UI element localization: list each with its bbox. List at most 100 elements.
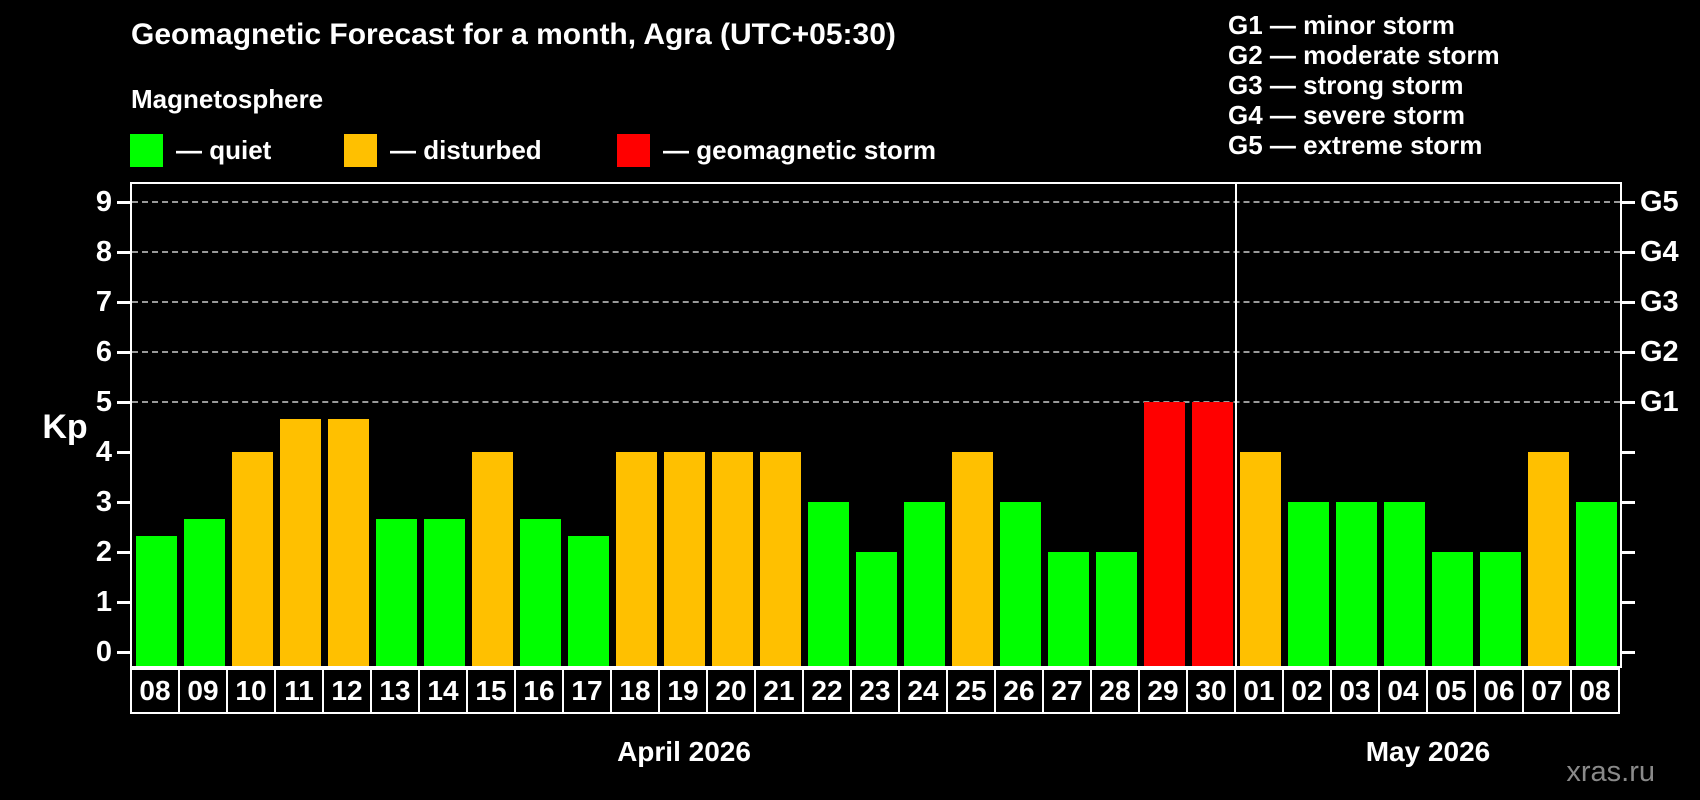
date-cell-24: 24	[898, 668, 948, 714]
kp-bar-29	[1143, 402, 1185, 666]
y-tick-right-8	[1622, 251, 1635, 254]
kp-bar-19	[663, 452, 705, 666]
y-tick-right-3	[1622, 501, 1635, 504]
kp-bar-05	[1431, 552, 1473, 666]
g-legend-g3: G3 — strong storm	[1228, 70, 1464, 100]
y-tick-label-6: 6	[95, 336, 112, 368]
y-tick-left-6	[117, 351, 130, 354]
date-cell-06: 06	[1474, 668, 1524, 714]
kp-bar-17	[567, 535, 609, 666]
y-tick-right-2	[1622, 551, 1635, 554]
kp-bar-20	[711, 452, 753, 666]
y-tick-right-0	[1622, 651, 1635, 654]
y-tick-right-9	[1622, 201, 1635, 204]
right-scale-label-g4: G4	[1640, 236, 1679, 268]
kp-bar-08	[135, 535, 177, 666]
y-tick-left-0	[117, 651, 130, 654]
kp-bar-21	[759, 452, 801, 666]
kp-bar-02	[1287, 502, 1329, 666]
kp-bar-09	[183, 518, 225, 666]
kp-bar-27	[1047, 552, 1089, 666]
kp-bar-26	[999, 502, 1041, 666]
kp-bar-08	[1575, 502, 1617, 666]
y-tick-right-7	[1622, 301, 1635, 304]
legend-item-quiet: — quiet	[130, 133, 271, 167]
date-cell-12: 12	[322, 668, 372, 714]
date-cell-14: 14	[418, 668, 468, 714]
date-cell-25: 25	[946, 668, 996, 714]
gridline-kp5	[132, 401, 1620, 403]
y-tick-left-8	[117, 251, 130, 254]
date-cell-18: 18	[610, 668, 660, 714]
kp-bar-25	[951, 452, 993, 666]
gridline-kp7	[132, 301, 1620, 303]
date-cell-27: 27	[1042, 668, 1092, 714]
kp-bar-16	[519, 518, 561, 666]
y-tick-label-1: 1	[95, 586, 112, 618]
kp-bar-28	[1095, 552, 1137, 666]
y-tick-label-9: 9	[95, 186, 112, 218]
legend-item-disturbed: — disturbed	[344, 133, 542, 167]
right-scale-label-g2: G2	[1640, 336, 1679, 368]
date-cell-07: 07	[1522, 668, 1572, 714]
gridline-kp9	[132, 201, 1620, 203]
kp-bar-11	[279, 418, 321, 666]
date-cell-01: 01	[1234, 668, 1284, 714]
y-tick-label-3: 3	[95, 486, 112, 518]
date-cell-11: 11	[274, 668, 324, 714]
y-tick-right-5	[1622, 401, 1635, 404]
kp-bar-23	[855, 552, 897, 666]
kp-bar-24	[903, 502, 945, 666]
month-label-1: May 2026	[1365, 736, 1491, 767]
date-cell-09: 09	[178, 668, 228, 714]
kp-bar-22	[807, 502, 849, 666]
quiet-color-swatch	[130, 133, 163, 167]
legend-item-storm: — geomagnetic storm	[617, 133, 936, 167]
date-cell-03: 03	[1330, 668, 1380, 714]
y-tick-right-1	[1622, 601, 1635, 604]
kp-bar-07	[1527, 452, 1569, 666]
date-cell-08: 08	[130, 668, 180, 714]
kp-bar-14	[423, 518, 465, 666]
date-cell-23: 23	[850, 668, 900, 714]
y-tick-label-7: 7	[95, 286, 112, 318]
right-scale-label-g1: G1	[1640, 386, 1679, 418]
g-legend-g5: G5 — extreme storm	[1228, 130, 1483, 160]
date-cell-19: 19	[658, 668, 708, 714]
date-cell-02: 02	[1282, 668, 1332, 714]
y-tick-left-4	[117, 451, 130, 454]
kp-bar-03	[1335, 502, 1377, 666]
y-tick-label-5: 5	[95, 386, 112, 418]
disturbed-color-swatch	[344, 133, 377, 167]
kp-bar-04	[1383, 502, 1425, 666]
date-cell-22: 22	[802, 668, 852, 714]
kp-bar-30	[1191, 402, 1233, 666]
legend-label-quiet: — quiet	[176, 134, 272, 165]
y-tick-left-7	[117, 301, 130, 304]
y-tick-label-4: 4	[95, 436, 112, 468]
date-cell-04: 04	[1378, 668, 1428, 714]
kp-bar-12	[327, 418, 369, 666]
y-tick-label-2: 2	[95, 536, 112, 568]
kp-bar-13	[375, 518, 417, 666]
y-tick-right-4	[1622, 451, 1635, 454]
date-cell-05: 05	[1426, 668, 1476, 714]
gridline-kp6	[132, 351, 1620, 353]
g-legend-g2: G2 — moderate storm	[1228, 40, 1500, 70]
watermark-link[interactable]: xras.ru	[1566, 756, 1655, 788]
gridline-kp8	[132, 251, 1620, 253]
kp-bar-01	[1239, 452, 1281, 666]
date-cell-20: 20	[706, 668, 756, 714]
kp-bar-18	[615, 452, 657, 666]
date-cell-17: 17	[562, 668, 612, 714]
date-cell-13: 13	[370, 668, 420, 714]
y-tick-left-5	[117, 401, 130, 404]
legend-label-storm: — geomagnetic storm	[663, 134, 937, 165]
date-cell-16: 16	[514, 668, 564, 714]
month-label-0: April 2026	[617, 736, 751, 767]
g-legend-g1: G1 — minor storm	[1228, 10, 1455, 40]
magnetosphere-legend-title: Magnetosphere	[131, 84, 324, 114]
y-tick-left-2	[117, 551, 130, 554]
date-cell-29: 29	[1138, 668, 1188, 714]
kp-bar-15	[471, 452, 513, 666]
